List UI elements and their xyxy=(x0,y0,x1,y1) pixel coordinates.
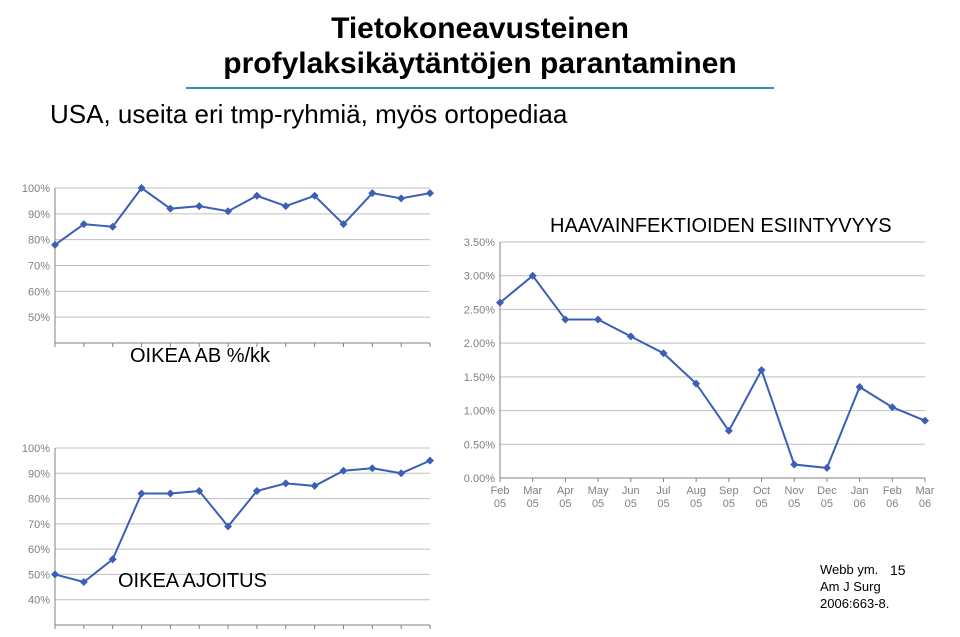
svg-text:50%: 50% xyxy=(28,569,50,581)
chart-top: 50% 60% 70% 80% 90% 100% xyxy=(0,180,440,355)
svg-text:05: 05 xyxy=(625,498,637,510)
svg-text:06: 06 xyxy=(853,498,865,510)
svg-text:100%: 100% xyxy=(22,183,50,195)
svg-text:Feb: Feb xyxy=(491,485,510,497)
svg-text:90%: 90% xyxy=(28,468,50,480)
citation-line3: 2006:663-8. xyxy=(820,596,889,611)
label-oikea-ab: OIKEA AB %/kk xyxy=(130,345,270,368)
svg-text:05: 05 xyxy=(527,498,539,510)
chart-mid: 40% 50% 60% 70% 80% 90% 100% xyxy=(0,440,440,637)
citation-line2: Am J Surg xyxy=(820,579,881,594)
svg-text:05: 05 xyxy=(821,498,833,510)
svg-text:05: 05 xyxy=(657,498,669,510)
svg-text:Sep: Sep xyxy=(719,485,739,497)
title-block: Tietokoneavusteinen profylaksikäytäntöje… xyxy=(20,12,940,89)
svg-text:70%: 70% xyxy=(28,519,50,531)
svg-text:06: 06 xyxy=(919,498,931,510)
svg-text:40%: 40% xyxy=(28,595,50,607)
svg-text:0.00%: 0.00% xyxy=(464,473,495,485)
svg-text:60%: 60% xyxy=(28,544,50,556)
svg-text:0.50%: 0.50% xyxy=(464,439,495,451)
svg-text:60%: 60% xyxy=(28,286,50,298)
svg-text:05: 05 xyxy=(494,498,506,510)
svg-text:05: 05 xyxy=(755,498,767,510)
svg-text:Mar: Mar xyxy=(523,485,542,497)
svg-text:3.50%: 3.50% xyxy=(464,237,495,249)
chart-right: 0.00% 0.50% 1.00% 1.50% 2.00% 2.50% 3.00% 3.50%… xyxy=(440,230,940,520)
svg-text:80%: 80% xyxy=(28,235,50,247)
svg-text:100%: 100% xyxy=(22,443,50,455)
svg-text:Oct: Oct xyxy=(753,485,770,497)
svg-text:2.00%: 2.00% xyxy=(464,338,495,350)
svg-text:Nov: Nov xyxy=(784,485,804,497)
svg-text:3.00%: 3.00% xyxy=(464,271,495,283)
svg-text:1.50%: 1.50% xyxy=(464,372,495,384)
svg-text:05: 05 xyxy=(592,498,604,510)
svg-text:Jun: Jun xyxy=(622,485,640,497)
label-infection: HAAVAINFEKTIOIDEN ESIINTYVYYS xyxy=(550,215,892,238)
svg-text:Jan: Jan xyxy=(851,485,869,497)
svg-text:05: 05 xyxy=(788,498,800,510)
svg-text:Feb: Feb xyxy=(883,485,902,497)
page-number: 15 xyxy=(890,562,906,578)
citation-line1: Webb ym. xyxy=(820,562,878,577)
svg-text:Aug: Aug xyxy=(686,485,706,497)
svg-text:50%: 50% xyxy=(28,312,50,324)
svg-text:May: May xyxy=(588,485,609,497)
svg-text:06: 06 xyxy=(886,498,898,510)
svg-text:Apr: Apr xyxy=(557,485,574,497)
title-line2: profylaksikäytäntöjen parantaminen xyxy=(20,47,940,82)
svg-text:Dec: Dec xyxy=(817,485,837,497)
label-oikea-ajoitus: OIKEA AJOITUS xyxy=(118,570,267,593)
svg-text:Mar: Mar xyxy=(916,485,935,497)
svg-text:05: 05 xyxy=(690,498,702,510)
title-rule xyxy=(186,87,775,89)
svg-text:2.50%: 2.50% xyxy=(464,304,495,316)
title-line1: Tietokoneavusteinen xyxy=(20,12,940,47)
svg-text:05: 05 xyxy=(723,498,735,510)
svg-text:80%: 80% xyxy=(28,494,50,506)
svg-text:Jul: Jul xyxy=(656,485,670,497)
citation: Webb ym. Am J Surg 2006:663-8. xyxy=(820,562,889,613)
svg-text:70%: 70% xyxy=(28,261,50,273)
svg-text:05: 05 xyxy=(559,498,571,510)
svg-text:1.00%: 1.00% xyxy=(464,406,495,418)
subtitle: USA, useita eri tmp-ryhmiä, myös ortoped… xyxy=(50,99,940,130)
svg-text:90%: 90% xyxy=(28,209,50,221)
